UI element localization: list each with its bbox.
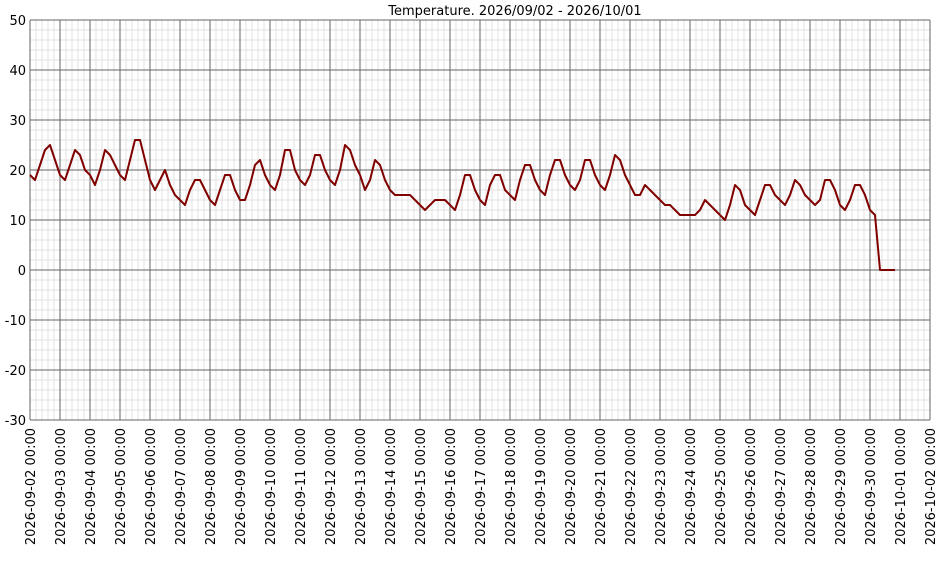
- x-tick-label: 2026-09-23 00:00: [654, 428, 669, 545]
- y-tick-label: 0: [18, 264, 26, 279]
- x-tick-label: 2026-10-02 00:00: [924, 428, 939, 545]
- x-tick-label: 2026-09-30 00:00: [864, 428, 879, 545]
- x-tick-label: 2026-09-06 00:00: [144, 428, 159, 545]
- y-tick-label: 40: [9, 64, 26, 79]
- x-tick-label: 2026-09-26 00:00: [744, 428, 759, 545]
- x-tick-label: 2026-09-05 00:00: [114, 428, 129, 545]
- y-tick-label: -20: [5, 364, 26, 379]
- y-tick-label: 20: [9, 164, 26, 179]
- x-tick-label: 2026-09-08 00:00: [204, 428, 219, 545]
- x-tick-label: 2026-09-14 00:00: [384, 428, 399, 545]
- x-tick-label: 2026-09-09 00:00: [234, 428, 249, 545]
- y-tick-label: 50: [9, 14, 26, 29]
- x-tick-label: 2026-09-21 00:00: [594, 428, 609, 545]
- x-tick-label: 2026-10-01 00:00: [894, 428, 909, 545]
- x-tick-label: 2026-09-24 00:00: [684, 428, 699, 545]
- y-tick-label: 30: [9, 114, 26, 129]
- x-tick-label: 2026-09-13 00:00: [354, 428, 369, 545]
- x-tick-label: 2026-09-28 00:00: [804, 428, 819, 545]
- x-tick-label: 2026-09-29 00:00: [834, 428, 849, 545]
- y-tick-label: -10: [5, 314, 26, 329]
- x-tick-label: 2026-09-10 00:00: [264, 428, 279, 545]
- x-tick-label: 2026-09-03 00:00: [54, 428, 69, 545]
- x-tick-label: 2026-09-04 00:00: [84, 428, 99, 545]
- x-tick-label: 2026-09-16 00:00: [444, 428, 459, 545]
- x-tick-label: 2026-09-15 00:00: [414, 428, 429, 545]
- x-tick-label: 2026-09-02 00:00: [24, 428, 39, 545]
- y-tick-label: 10: [9, 214, 26, 229]
- x-tick-label: 2026-09-07 00:00: [174, 428, 189, 545]
- x-tick-label: 2026-09-22 00:00: [624, 428, 639, 545]
- x-tick-label: 2026-09-12 00:00: [324, 428, 339, 545]
- x-tick-label: 2026-09-25 00:00: [714, 428, 729, 545]
- x-tick-label: 2026-09-19 00:00: [534, 428, 549, 545]
- x-tick-label: 2026-09-27 00:00: [774, 428, 789, 545]
- series-line: [29, 139, 895, 271]
- y-tick-label: -30: [5, 414, 26, 429]
- x-tick-label: 2026-09-11 00:00: [294, 428, 309, 545]
- x-tick-label: 2026-09-18 00:00: [504, 428, 519, 545]
- x-tick-label: 2026-09-20 00:00: [564, 428, 579, 545]
- chart-title: Temperature. 2026/09/02 - 2026/10/01: [387, 4, 641, 19]
- x-tick-label: 2026-09-17 00:00: [474, 428, 489, 545]
